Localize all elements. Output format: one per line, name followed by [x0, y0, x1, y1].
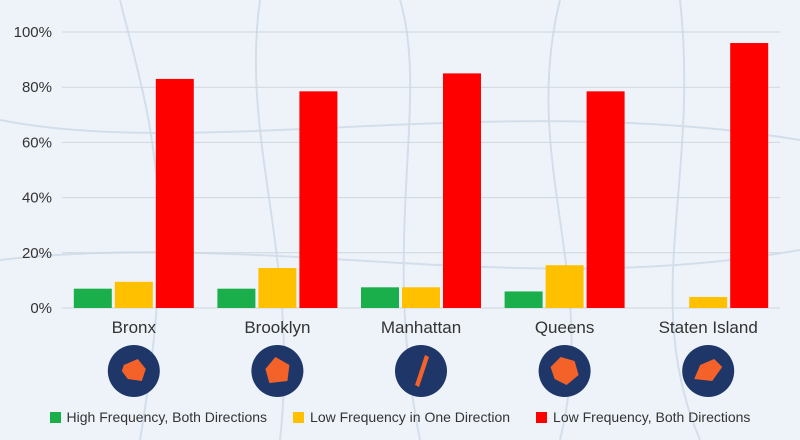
bar — [258, 267, 297, 308]
bar — [402, 287, 440, 308]
y-tick-label: 80% — [22, 79, 52, 96]
category-label: Manhattan — [381, 318, 461, 337]
borough-shape — [694, 359, 723, 381]
legend-item-low-frequency-both: Low Frequency, Both Directions — [536, 409, 750, 425]
bar — [545, 265, 584, 308]
borough-shape — [550, 357, 579, 385]
bar — [114, 281, 153, 308]
y-tick-label: 60% — [22, 134, 52, 151]
legend-label-low-frequency-both: Low Frequency, Both Directions — [553, 409, 751, 425]
legend-item-high-frequency: High Frequency, Both Directions — [49, 409, 268, 425]
legend-swatch-low-frequency-both — [536, 411, 548, 423]
bar — [361, 287, 399, 308]
bar — [155, 78, 194, 308]
legend: High Frequency, Both Directions Low Freq… — [0, 405, 800, 429]
bar — [730, 43, 769, 308]
legend-item-low-frequency-one: Low Frequency in One Direction — [293, 409, 510, 425]
legend-label-high-frequency: High Frequency, Both Directions — [66, 409, 268, 425]
borough-shape — [265, 357, 290, 383]
bar — [299, 91, 338, 308]
category-label: Staten Island — [659, 318, 758, 337]
bar — [586, 91, 625, 308]
y-tick-label: 40% — [22, 190, 52, 207]
y-tick-label: 100% — [14, 24, 52, 41]
category-label: Queens — [535, 318, 595, 337]
category-label: Bronx — [112, 318, 157, 337]
legend-swatch-low-frequency-one — [293, 411, 305, 423]
bar — [689, 296, 728, 308]
legend-label-low-frequency-one: Low Frequency in One Direction — [310, 409, 511, 425]
y-tick-label: 0% — [30, 300, 52, 317]
bar — [443, 73, 481, 309]
borough-shape — [121, 359, 146, 381]
y-tick-label: 20% — [22, 245, 52, 262]
borough-shape — [415, 355, 429, 387]
legend-swatch-high-frequency — [49, 411, 61, 423]
bar — [73, 288, 112, 308]
bar — [217, 288, 256, 308]
category-label: Brooklyn — [244, 318, 310, 337]
bar — [504, 291, 543, 308]
